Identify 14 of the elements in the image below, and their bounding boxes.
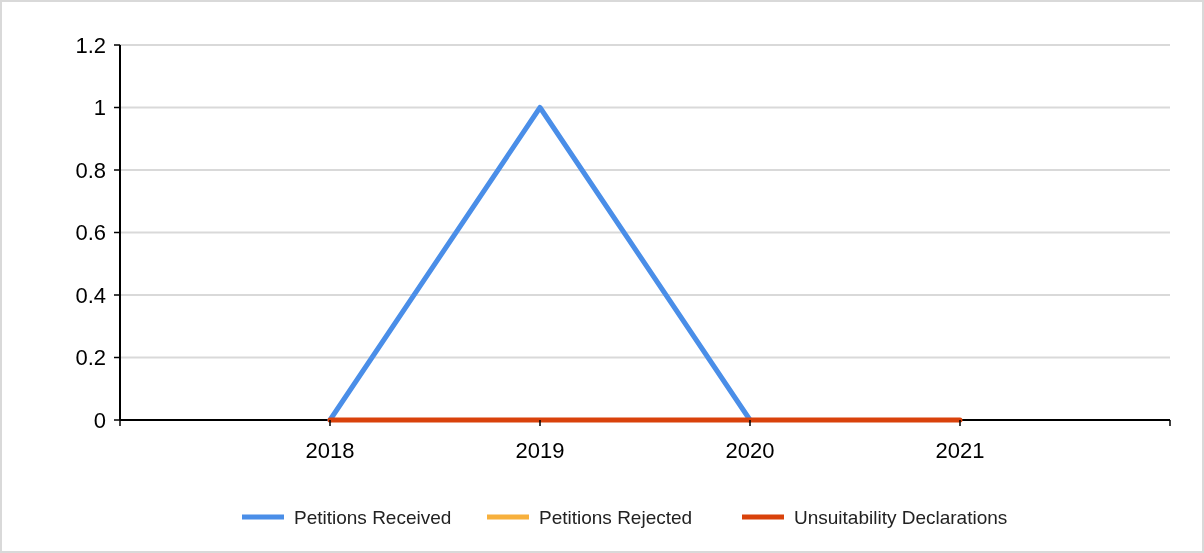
x-tick-label: 2018 (305, 438, 355, 463)
y-tick-label: 0 (93, 407, 106, 433)
y-tick-label: 0.2 (75, 345, 106, 371)
x-tick-label: 2021 (935, 438, 985, 463)
y-tick-label: 0.8 (75, 157, 106, 183)
y-tick-label: 0.6 (75, 220, 106, 246)
legend-label: Petitions Rejected (539, 506, 693, 528)
y-tick-label: 1.2 (75, 32, 106, 58)
x-tick-label: 2019 (515, 438, 565, 463)
y-tick-label: 0.4 (75, 282, 106, 308)
legend-label: Petitions Received (294, 506, 452, 528)
x-tick-label: 2020 (725, 438, 775, 463)
legend-label: Unsuitability Declarations (794, 506, 1008, 528)
y-tick-label: 1 (93, 95, 106, 121)
